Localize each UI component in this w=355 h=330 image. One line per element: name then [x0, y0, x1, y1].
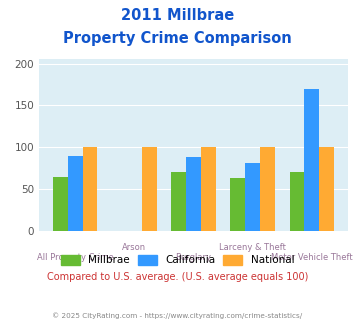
- Text: Property Crime Comparison: Property Crime Comparison: [63, 31, 292, 46]
- Bar: [260, 147, 275, 231]
- Bar: [142, 147, 157, 231]
- Text: Burglary: Burglary: [175, 253, 212, 262]
- Bar: [245, 163, 260, 231]
- Bar: [68, 156, 83, 231]
- Bar: [171, 172, 186, 231]
- Text: © 2025 CityRating.com - https://www.cityrating.com/crime-statistics/: © 2025 CityRating.com - https://www.city…: [53, 312, 302, 318]
- Text: Compared to U.S. average. (U.S. average equals 100): Compared to U.S. average. (U.S. average …: [47, 272, 308, 282]
- Bar: [304, 89, 319, 231]
- Text: Motor Vehicle Theft: Motor Vehicle Theft: [271, 253, 353, 262]
- Bar: [83, 147, 97, 231]
- Bar: [230, 178, 245, 231]
- Bar: [290, 172, 304, 231]
- Bar: [186, 157, 201, 231]
- Text: 2011 Millbrae: 2011 Millbrae: [121, 8, 234, 23]
- Text: All Property Crime: All Property Crime: [37, 253, 114, 262]
- Legend: Millbrae, California, National: Millbrae, California, National: [57, 251, 298, 270]
- Bar: [201, 147, 215, 231]
- Bar: [319, 147, 334, 231]
- Text: Arson: Arson: [122, 243, 146, 252]
- Text: Larceny & Theft: Larceny & Theft: [219, 243, 286, 252]
- Bar: [53, 177, 68, 231]
